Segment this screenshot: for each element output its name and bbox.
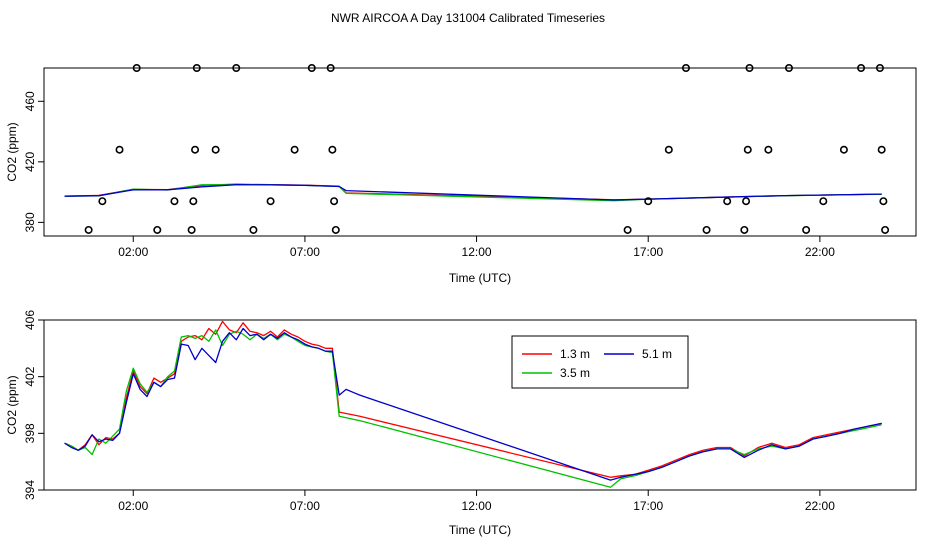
figure-title: NWR AIRCOA A Day 131004 Calibrated Times…	[331, 11, 605, 25]
top-y-axis: 380 420 460	[23, 91, 44, 232]
legend: 1.3 m 5.1 m 3.5 m	[511, 335, 689, 389]
top-x-axis-label: Time (UTC)	[449, 271, 511, 285]
top-calibration-point	[764, 145, 773, 154]
top-calibration-point	[740, 225, 749, 234]
top-calibration-point	[211, 145, 220, 154]
top-calibration-point	[266, 197, 275, 206]
top-calibration-point	[290, 145, 299, 154]
top-plot-frame	[43, 67, 917, 237]
top-calibration-point	[784, 64, 793, 73]
legend-label-1-3m: 1.3 m	[560, 347, 590, 361]
bottom-series-5-1-m	[64, 327, 882, 481]
top-calibration-point	[189, 197, 198, 206]
legend-label-5-1m: 5.1 m	[642, 347, 672, 361]
top-calibration-point	[877, 145, 886, 154]
top-calibration-point	[191, 145, 200, 154]
bottom-y-tick-label: 402	[23, 366, 37, 386]
top-calibration-point	[249, 225, 258, 234]
top-calibration-point	[232, 64, 241, 73]
top-series-5-1-m	[64, 184, 882, 201]
bottom-x-tick-label: 17:00	[633, 499, 663, 513]
top-series-lines	[64, 183, 882, 202]
top-calibration-point	[681, 64, 690, 73]
top-calibration-point	[153, 225, 162, 234]
top-calibration-point	[839, 145, 848, 154]
bottom-series-3-5-m	[64, 329, 882, 488]
bottom-panel: 02:00 07:00 12:00 17:00 22:00 394 398 402 406 T…	[5, 310, 917, 537]
top-calibration-points	[84, 64, 890, 234]
bottom-x-axis-label: Time (UTC)	[449, 523, 511, 537]
top-calibration-point	[115, 145, 124, 154]
legend-box	[511, 335, 689, 389]
bottom-y-axis-label: CO2 (ppm)	[5, 375, 19, 434]
top-calibration-point	[328, 145, 337, 154]
bottom-x-tick-label: 07:00	[290, 499, 320, 513]
top-calibration-point	[623, 225, 632, 234]
top-calibration-point	[644, 197, 653, 206]
bottom-y-tick-label: 398	[23, 423, 37, 443]
top-calibration-point	[192, 64, 201, 73]
bottom-series-lines	[64, 320, 882, 488]
top-x-tick-label: 02:00	[118, 245, 148, 259]
bottom-y-tick-label: 394	[23, 480, 37, 500]
top-calibration-point	[723, 197, 732, 206]
legend-label-3-5m: 3.5 m	[560, 366, 590, 380]
top-calibration-point	[881, 225, 890, 234]
top-x-tick-label: 12:00	[462, 245, 492, 259]
top-calibration-point	[819, 197, 828, 206]
bottom-x-tick-label: 02:00	[118, 499, 148, 513]
top-calibration-point	[84, 225, 93, 234]
top-calibration-point	[170, 197, 179, 206]
top-calibration-point	[331, 225, 340, 234]
top-x-tick-label: 17:00	[633, 245, 663, 259]
top-y-tick-label: 420	[23, 152, 37, 172]
bottom-x-axis: 02:00 07:00 12:00 17:00 22:00	[118, 490, 835, 513]
top-calibration-point	[745, 64, 754, 73]
bottom-plot-frame	[43, 319, 917, 491]
top-calibration-point	[187, 225, 196, 234]
top-calibration-point	[330, 197, 339, 206]
top-calibration-point	[98, 197, 107, 206]
top-calibration-point	[307, 64, 316, 73]
top-y-tick-label: 460	[23, 91, 37, 111]
top-y-tick-label: 380	[23, 212, 37, 232]
top-x-tick-label: 07:00	[290, 245, 320, 259]
top-series-3-5-m	[64, 184, 882, 202]
bottom-x-tick-label: 22:00	[805, 499, 835, 513]
top-calibration-point	[702, 225, 711, 234]
top-calibration-point	[742, 197, 751, 206]
top-calibration-point	[132, 64, 141, 73]
top-calibration-point	[875, 64, 884, 73]
top-calibration-point	[857, 64, 866, 73]
top-calibration-point	[326, 64, 335, 73]
bottom-x-tick-label: 12:00	[462, 499, 492, 513]
top-calibration-point	[743, 145, 752, 154]
bottom-y-tick-label: 406	[23, 310, 37, 330]
top-x-tick-label: 22:00	[805, 245, 835, 259]
top-calibration-point	[879, 197, 888, 206]
top-calibration-point	[664, 145, 673, 154]
top-calibration-point	[802, 225, 811, 234]
bottom-y-axis: 394 398 402 406	[23, 310, 44, 500]
top-y-axis-label: CO2 (ppm)	[5, 122, 19, 181]
top-panel: 02:00 07:00 12:00 17:00 22:00 380 420 460 Time…	[5, 64, 917, 285]
top-x-axis: 02:00 07:00 12:00 17:00 22:00	[118, 236, 835, 259]
